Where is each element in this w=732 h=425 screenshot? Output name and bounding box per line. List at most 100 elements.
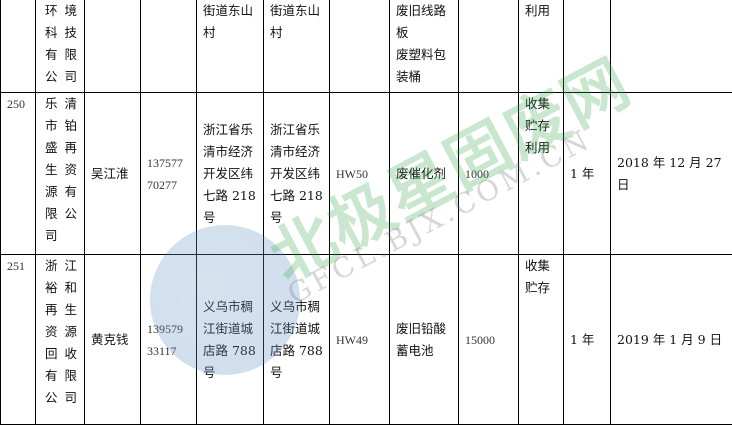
row-number: 251 (1, 255, 36, 425)
cell-line: 街道东山 (203, 0, 263, 22)
cell-line: 生资 (45, 159, 77, 181)
phone-number (141, 0, 197, 93)
cell-line: 浙江省乐 (270, 119, 329, 141)
waste-name: 废旧线路板废塑料包装桶 (390, 0, 459, 93)
char: 再 (64, 137, 77, 159)
char: 市 (45, 115, 58, 137)
char: 生 (45, 159, 58, 181)
cell-line: 70277 (147, 174, 196, 196)
cell-line: 有限 (45, 365, 77, 387)
validity-period: 1 年 (564, 93, 611, 255)
cell-line: 利用 (525, 0, 563, 22)
cell-line: 环境 (45, 0, 77, 22)
char: 江 (64, 255, 77, 277)
cell-line: 废塑料包 (396, 44, 458, 66)
cell-line: 清市经济 (270, 141, 329, 163)
row-number (1, 0, 36, 93)
char: 有 (45, 365, 58, 387)
waste-name: 废旧铅酸蓄电池 (390, 255, 459, 425)
char: 和 (64, 277, 77, 299)
cell-line: 盛再 (45, 137, 77, 159)
char: 公 (45, 387, 58, 409)
handling-method: 利用 (519, 0, 564, 93)
char: 司 (64, 387, 77, 409)
cell-line: 收集 (525, 255, 563, 277)
cell-line: 江街道城 (270, 318, 329, 340)
char: 资 (45, 321, 58, 343)
char: 限 (64, 365, 77, 387)
char: 公 (64, 203, 77, 225)
cell-line: 废旧线路 (396, 0, 458, 22)
char: 盛 (45, 137, 58, 159)
char: 浙 (45, 255, 58, 277)
char: 再 (45, 299, 58, 321)
cell-line: 137577 (147, 152, 196, 174)
cell-line: 回收 (45, 343, 77, 365)
waste-code (330, 0, 390, 93)
cell-line: 资源 (45, 321, 77, 343)
char: 收 (64, 343, 77, 365)
char: 限 (45, 203, 58, 225)
cell-line: 清市经济 (203, 141, 263, 163)
cell-line: 开发区纬 (270, 163, 329, 185)
cell-line: 浙江 (45, 255, 77, 277)
cell-line: 再生 (45, 299, 77, 321)
char: 资 (64, 159, 77, 181)
cell-line: 浙江省乐 (203, 119, 263, 141)
facility-address: 街道东山村 (264, 0, 330, 93)
cell-line: 裕和 (45, 277, 77, 299)
cell-line: 义乌市稠 (270, 296, 329, 318)
cell-line: 号 (203, 362, 263, 384)
cell-line: 村 (203, 22, 263, 44)
cell-line: 江街道城 (203, 318, 263, 340)
waste-code: HW49 (330, 255, 390, 425)
cell-line: 公司 (45, 387, 77, 409)
issue-date (611, 0, 732, 93)
cell-line: 店路 788 (203, 340, 263, 362)
cell-line: 街道东山 (270, 0, 329, 22)
cell-line: 板 (396, 22, 458, 44)
cell-line: 店路 788 (270, 340, 329, 362)
cell-line: 139579 (147, 318, 196, 340)
char: 清 (64, 93, 77, 115)
cell-line: 收集 (525, 93, 563, 115)
char: 生 (64, 299, 77, 321)
cell-line: 村 (270, 22, 329, 44)
char: 技 (64, 22, 77, 44)
cell-line: 号 (203, 207, 263, 229)
handling-method: 收集贮存 (519, 255, 564, 425)
char: 有 (64, 181, 77, 203)
company-name: 环境科技有限公司 (36, 0, 85, 93)
cell-line: 源有 (45, 181, 77, 203)
cell-line: 贮存 (525, 277, 563, 299)
cell-line: 废旧铅酸 (396, 318, 458, 340)
row-number: 250 (1, 93, 36, 255)
cell-line: 司 (45, 225, 80, 247)
handling-method: 收集贮存利用 (519, 93, 564, 255)
cell-line: 蓄电池 (396, 340, 458, 362)
char: 科 (45, 22, 58, 44)
cell-line: 公司 (45, 66, 77, 88)
cell-line: 利用 (525, 137, 563, 159)
char: 公 (45, 66, 58, 88)
business-address: 街道东山村 (197, 0, 264, 93)
cell-line: 乐清 (45, 93, 77, 115)
char: 铂 (64, 115, 77, 137)
char: 环 (45, 0, 58, 22)
cell-line: 装桶 (396, 66, 458, 88)
cell-line: 市铂 (45, 115, 77, 137)
contact-person: 黄克钱 (85, 255, 141, 425)
char: 乐 (45, 93, 58, 115)
cell-line: 科技 (45, 22, 77, 44)
cell-line: 七路 218 (203, 185, 263, 207)
char: 源 (64, 321, 77, 343)
cell-line: 33117 (147, 340, 196, 362)
